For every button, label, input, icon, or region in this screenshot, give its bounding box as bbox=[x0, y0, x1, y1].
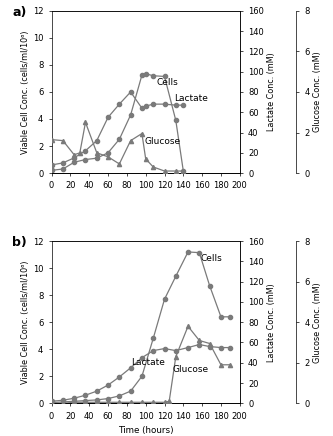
Y-axis label: Lactate Conc. (mM): Lactate Conc. (mM) bbox=[267, 53, 276, 131]
Text: Lactate: Lactate bbox=[174, 94, 208, 103]
Text: a): a) bbox=[12, 6, 27, 19]
Text: b): b) bbox=[12, 236, 27, 249]
Y-axis label: Viable Cell Conc. (cells/ml/10⁶): Viable Cell Conc. (cells/ml/10⁶) bbox=[21, 260, 30, 384]
Text: Glucose: Glucose bbox=[172, 365, 208, 374]
Y-axis label: Glucose Conc. (mM): Glucose Conc. (mM) bbox=[313, 282, 322, 363]
Text: Cells: Cells bbox=[157, 78, 179, 87]
Y-axis label: Viable Cell Conc. (cells/ml/10⁶): Viable Cell Conc. (cells/ml/10⁶) bbox=[21, 30, 30, 154]
X-axis label: Time (hours): Time (hours) bbox=[118, 426, 173, 435]
Text: Lactate: Lactate bbox=[132, 358, 166, 367]
Text: Glucose: Glucose bbox=[145, 136, 181, 146]
Y-axis label: Lactate Conc. (mM): Lactate Conc. (mM) bbox=[267, 283, 276, 361]
Text: Cells: Cells bbox=[200, 255, 222, 263]
Y-axis label: Glucose Conc. (mM): Glucose Conc. (mM) bbox=[313, 51, 322, 133]
